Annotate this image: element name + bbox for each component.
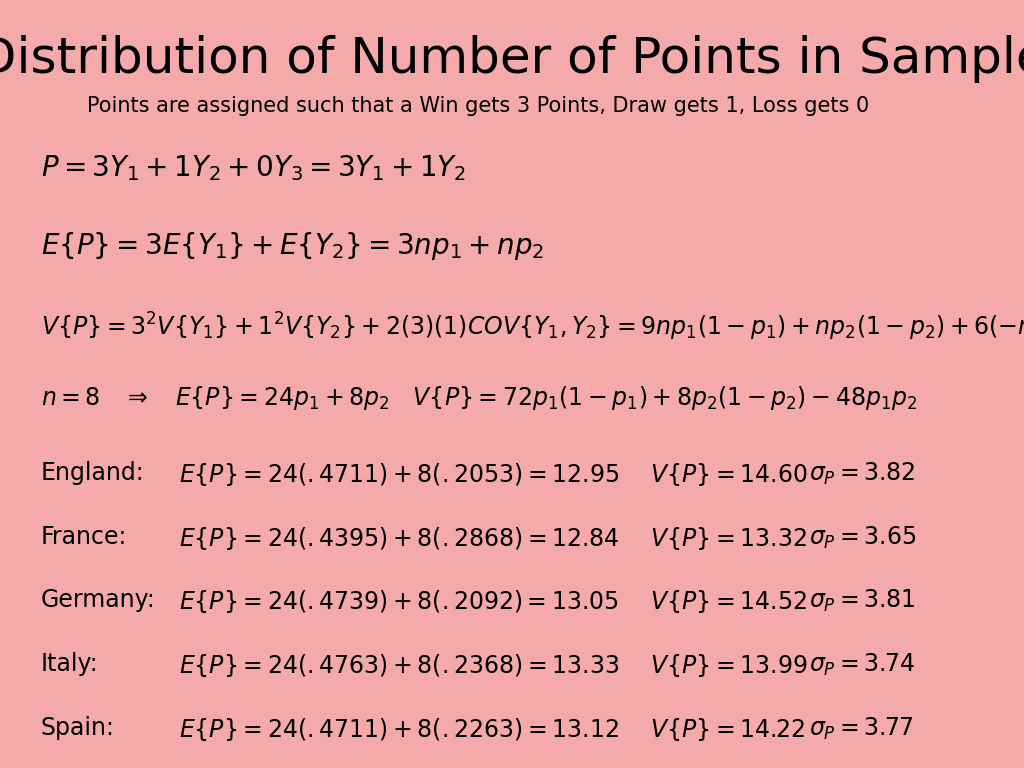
Text: Italy:: Italy: bbox=[41, 652, 98, 676]
Text: Distribution of Number of Points in Sample: Distribution of Number of Points in Samp… bbox=[0, 35, 1024, 83]
Text: England:: England: bbox=[41, 461, 144, 485]
Text: France:: France: bbox=[41, 525, 127, 548]
Text: $E\left\{P\right\} = 3E\left\{Y_{1}\right\} + E\left\{Y_{2}\right\} = 3np_{1} + : $E\left\{P\right\} = 3E\left\{Y_{1}\righ… bbox=[41, 230, 544, 263]
Text: $V\left\{P\right\}=13.32$: $V\left\{P\right\}=13.32$ bbox=[650, 525, 807, 551]
Text: $E\left\{P\right\} = 24(.4763)+8(.2368)=13.33$: $E\left\{P\right\} = 24(.4763)+8(.2368)=… bbox=[179, 652, 620, 679]
Text: $\sigma_{P} = 3.65$: $\sigma_{P} = 3.65$ bbox=[809, 525, 916, 551]
Text: $P = 3Y_{1} + 1Y_{2} + 0Y_{3} = 3Y_{1} + 1Y_{2}$: $P = 3Y_{1} + 1Y_{2} + 0Y_{3} = 3Y_{1} +… bbox=[41, 154, 466, 184]
Text: $V\left\{P\right\}=14.60$: $V\left\{P\right\}=14.60$ bbox=[650, 461, 808, 488]
Text: $E\left\{P\right\} = 24(.4395)+8(.2868)=12.84$: $E\left\{P\right\} = 24(.4395)+8(.2868)=… bbox=[179, 525, 620, 551]
Text: $\sigma_{P} = 3.74$: $\sigma_{P} = 3.74$ bbox=[809, 652, 914, 678]
Text: $V\left\{P\right\} = 3^{2}V\left\{Y_{1}\right\} + 1^{2}V\left\{Y_{2}\right\} + 2: $V\left\{P\right\} = 3^{2}V\left\{Y_{1}\… bbox=[41, 311, 1024, 343]
Text: $\sigma_{P} = 3.81$: $\sigma_{P} = 3.81$ bbox=[809, 588, 915, 614]
Text: $E\left\{P\right\} = 24(.4739)+8(.2092)=13.05$: $E\left\{P\right\} = 24(.4739)+8(.2092)=… bbox=[179, 588, 620, 615]
Text: Spain:: Spain: bbox=[41, 716, 115, 740]
Text: $V\left\{P\right\}=14.22$: $V\left\{P\right\}=14.22$ bbox=[650, 716, 806, 743]
Text: $\sigma_{P} = 3.82$: $\sigma_{P} = 3.82$ bbox=[809, 461, 915, 487]
Text: $\sigma_{P} = 3.77$: $\sigma_{P} = 3.77$ bbox=[809, 716, 914, 742]
Text: $V\left\{P\right\}=14.52$: $V\left\{P\right\}=14.52$ bbox=[650, 588, 807, 615]
Text: Points are assigned such that a Win gets 3 Points, Draw gets 1, Loss gets 0: Points are assigned such that a Win gets… bbox=[87, 96, 869, 116]
Text: $V\left\{P\right\}=13.99$: $V\left\{P\right\}=13.99$ bbox=[650, 652, 808, 679]
Text: $n=8 \quad \Rightarrow \quad E\left\{P\right\} = 24p_{1} + 8p_{2} \quad V\left\{: $n=8 \quad \Rightarrow \quad E\left\{P\r… bbox=[41, 384, 918, 412]
Text: $E\left\{P\right\} = 24(.4711)+8(.2263)=13.12$: $E\left\{P\right\} = 24(.4711)+8(.2263)=… bbox=[179, 716, 620, 743]
Text: $E\left\{P\right\} = 24(.4711)+8(.2053)=12.95$: $E\left\{P\right\} = 24(.4711)+8(.2053)=… bbox=[179, 461, 620, 488]
Text: Germany:: Germany: bbox=[41, 588, 156, 612]
